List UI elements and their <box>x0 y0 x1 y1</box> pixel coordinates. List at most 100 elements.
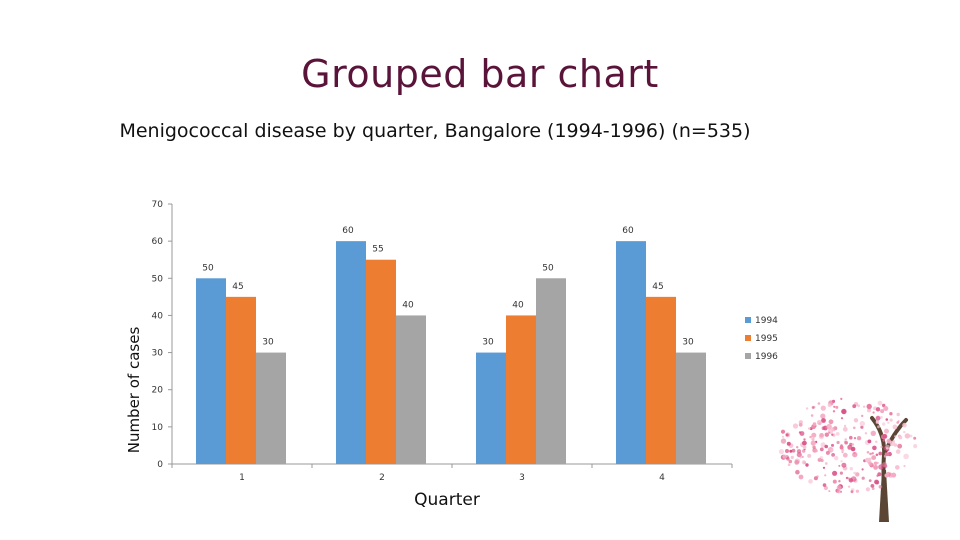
blossom-dot <box>808 479 813 484</box>
data-label: 55 <box>372 245 383 255</box>
blossom-dot <box>824 432 829 437</box>
blossom-dot <box>831 443 834 447</box>
blossom-dot <box>795 469 800 475</box>
blossom-dot <box>871 455 877 460</box>
legend: 1994 1995 1996 <box>745 316 778 362</box>
blossom-dot <box>803 461 806 464</box>
bar-1995-q1 <box>226 296 256 464</box>
bar-1994-q2 <box>336 241 366 464</box>
blossom-dot <box>882 433 888 439</box>
blossom-dot <box>882 422 886 426</box>
blossom-dot <box>904 433 911 439</box>
blossom-dot <box>913 444 918 449</box>
blossom-dot <box>802 440 807 446</box>
blossom-dot <box>832 410 836 413</box>
blossom-dot <box>876 474 879 477</box>
bar-1994-q1 <box>196 278 226 464</box>
blossom-dot <box>847 485 851 488</box>
bar-1995-q4 <box>646 296 676 464</box>
legend-swatch-1994 <box>745 317 751 323</box>
blossom-dot <box>865 457 870 463</box>
bar-1996-q3 <box>536 278 566 464</box>
blossom-dot <box>847 477 850 480</box>
blossom-dot <box>780 429 786 434</box>
x-tick-label: 2 <box>379 473 385 483</box>
blossom-dot <box>822 466 826 469</box>
blossom-dot <box>819 447 824 452</box>
blossom-dot <box>875 453 879 457</box>
blossom-dot <box>869 452 872 456</box>
blossom-dot <box>903 464 906 468</box>
blossom-dot <box>879 415 883 419</box>
y-tick-label: 70 <box>152 200 164 210</box>
y-tick-label: 40 <box>152 311 164 321</box>
tree-trunk-base <box>879 470 889 522</box>
data-label: 40 <box>402 300 414 310</box>
legend-swatch-1996 <box>745 353 751 359</box>
blossom-dot <box>811 437 815 441</box>
blossom-dot <box>853 452 856 455</box>
plot-area: 0 10 20 30 40 50 60 70 50 45 30 1 60 55 40 2 30 40 50 3 60 45… <box>152 200 733 483</box>
blossom-dot <box>853 471 857 475</box>
blossom-dot <box>842 426 848 432</box>
blossom-dot <box>871 487 875 490</box>
blossom-dot <box>870 430 876 436</box>
blossom-dot <box>794 460 800 465</box>
blossom-dot <box>802 445 807 450</box>
bar-1996-q1 <box>256 352 286 464</box>
blossom-dot <box>868 461 873 466</box>
blossom-dot <box>873 465 878 470</box>
blossom-dot <box>799 456 802 459</box>
blossom-dot <box>805 463 809 467</box>
blossom-dot <box>786 457 790 461</box>
blossom-dot <box>839 471 844 475</box>
blossom-dot <box>820 442 826 448</box>
blossom-dot <box>786 441 791 446</box>
blossom-dot <box>778 449 785 455</box>
blossom-dot <box>836 440 840 445</box>
x-tick-label: 1 <box>239 473 245 483</box>
blossom-dot <box>816 420 822 425</box>
bar-1994-q3 <box>476 352 506 464</box>
blossom-dot <box>832 470 838 476</box>
blossom-dot <box>862 405 866 408</box>
blossom-dot <box>840 417 844 420</box>
blossom-dot <box>884 473 889 478</box>
blossom-dot <box>837 489 841 494</box>
blossom-dot <box>842 452 848 458</box>
data-label: 60 <box>622 226 634 236</box>
blossom-dot <box>798 474 804 480</box>
blossom-dot <box>798 420 803 425</box>
blossom-dot <box>840 460 843 463</box>
blossom-dot <box>820 405 826 411</box>
blossom-dot <box>839 445 844 450</box>
blossom-dot <box>861 468 864 471</box>
blossom-dot <box>875 415 881 421</box>
blossom-dot <box>870 484 875 488</box>
blossom-dot <box>884 428 889 434</box>
blossom-dot <box>874 479 879 485</box>
blossom-dot <box>825 450 830 455</box>
y-tick-label: 50 <box>152 274 164 284</box>
blossom-dot <box>807 453 812 458</box>
data-label: 60 <box>342 226 354 236</box>
blossom-dot <box>780 438 787 444</box>
blossom-dot <box>802 449 806 453</box>
blossom-dot <box>855 472 860 477</box>
blossom-dot <box>810 414 814 417</box>
bar-1995-q2 <box>366 259 396 464</box>
blossom-dot <box>791 448 796 453</box>
blossom-dot <box>889 418 893 422</box>
blossom-dot <box>864 432 868 435</box>
data-label: 45 <box>232 282 243 292</box>
blossom-dot <box>796 452 802 458</box>
blossom-dot <box>841 408 847 415</box>
blossom-dot <box>865 487 871 492</box>
blossom-dot <box>872 411 875 414</box>
blossom-dot <box>824 444 828 449</box>
blossom-dot <box>811 406 815 409</box>
blossom-dot <box>903 430 906 434</box>
blossom-dot <box>903 453 909 460</box>
blossom-dot <box>866 451 870 454</box>
